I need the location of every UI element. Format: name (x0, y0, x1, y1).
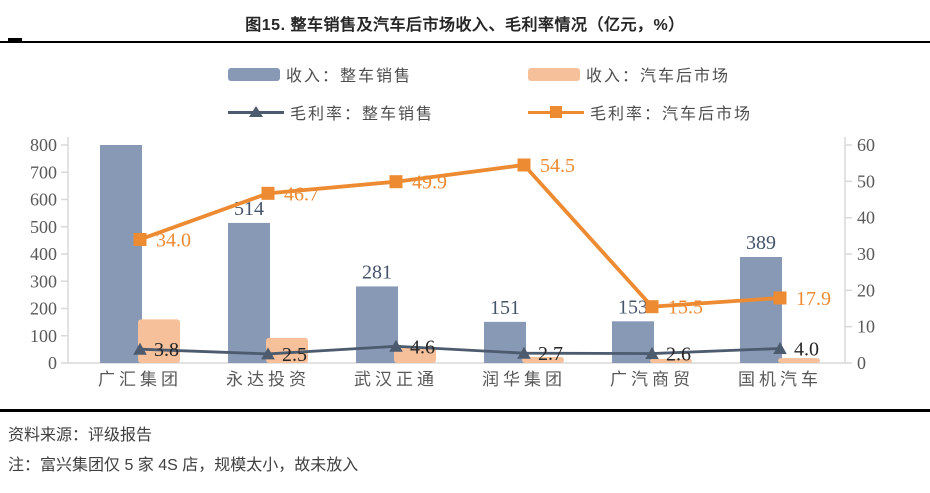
left-axis-tick-label: 100 (30, 326, 57, 346)
triangle-marker-icon (389, 339, 403, 352)
title-rule-cap (8, 38, 22, 43)
line-value-label: 15.5 (668, 297, 703, 319)
category-label: 广汽商贸 (610, 370, 694, 389)
bar-value-label: 389 (746, 232, 776, 254)
figure-title: 图15. 整车销售及汽车后市场收入、毛利率情况（亿元，%） (245, 17, 685, 34)
right-axis-tick-label: 30 (857, 244, 875, 264)
left-axis-tick-label: 300 (30, 271, 57, 291)
bar-value-label: 281 (362, 261, 392, 283)
triangle-marker-icon (517, 346, 531, 359)
square-marker-icon (773, 291, 787, 305)
triangle-marker-icon (773, 341, 787, 354)
legend-swatch-line-square (528, 104, 584, 120)
left-axis-tick-label: 800 (30, 135, 57, 155)
line-value-label: 2.7 (538, 343, 563, 365)
legend-item-revenue-auto-sales: 收入：整车销售 (228, 62, 528, 86)
bar-revenue-auto-sales (228, 222, 270, 363)
triangle-marker-icon (133, 342, 147, 355)
line-value-label: 3.8 (154, 339, 179, 361)
legend-swatch-line-triangle (228, 104, 284, 120)
bar-value-label: 151 (490, 297, 520, 319)
source-note: 资料来源：评级报告 (8, 427, 153, 444)
title-rule (0, 41, 930, 43)
right-axis-tick-label: 40 (857, 208, 875, 228)
triangle-marker-icon (645, 347, 659, 360)
bar-value-label: 153 (618, 296, 648, 318)
margin-aftermarket-line (139, 162, 781, 309)
right-axis-tick-label: 0 (857, 353, 866, 373)
line-value-label: 4.6 (410, 336, 435, 358)
left-axis-tick-label: 400 (30, 244, 57, 264)
bar-revenue-auto-sales (100, 145, 142, 363)
square-marker-icon (261, 186, 275, 200)
line-value-label: 2.5 (282, 344, 307, 366)
category-label: 广汇集团 (98, 370, 182, 389)
right-axis-tick-label: 50 (857, 171, 875, 191)
footer-rule (0, 409, 930, 412)
legend-label: 毛利率：汽车后市场 (590, 106, 753, 123)
right-axis-tick-label: 60 (857, 135, 875, 155)
bar-revenue-aftermarket (394, 347, 436, 363)
margin-auto-sales-line (139, 344, 781, 356)
left-axis-tick-label: 500 (30, 217, 57, 237)
bar-revenue-auto-sales (740, 256, 782, 363)
category-label: 润华集团 (482, 370, 566, 389)
left-axis-tick-label: 0 (48, 353, 57, 373)
bar-revenue-aftermarket (778, 358, 820, 363)
category-label: 武汉正通 (354, 370, 438, 389)
line-value-label: 46.7 (284, 183, 319, 205)
legend-label: 收入：整车销售 (286, 68, 413, 85)
line-value-label: 17.9 (796, 288, 831, 310)
line-value-label: 54.5 (540, 155, 575, 177)
left-axis-tick-label: 200 (30, 299, 57, 319)
combo-chart: 0100200300400500600700800010203040506051… (30, 135, 875, 389)
line-value-label: 34.0 (156, 229, 191, 251)
category-label: 国机汽车 (738, 370, 822, 389)
square-marker-icon (517, 158, 531, 172)
legend-item-revenue-aftermarket: 收入：汽车后市场 (528, 62, 752, 86)
square-marker-icon (133, 232, 147, 246)
legend-swatch-bar-orange (528, 67, 580, 81)
bar-revenue-aftermarket (650, 358, 692, 363)
line-value-label: 4.0 (794, 338, 819, 360)
legend-label: 收入：汽车后市场 (586, 68, 731, 85)
square-marker-icon (550, 106, 562, 118)
triangle-marker-icon (261, 347, 275, 360)
category-label: 永达投资 (226, 370, 310, 389)
right-axis-tick-label: 20 (857, 280, 875, 300)
legend-item-margin-auto-sales: 毛利率：整车销售 (228, 100, 528, 124)
line-value-label: 2.6 (666, 344, 691, 366)
line-value-label: 49.9 (412, 172, 447, 194)
square-marker-icon (645, 300, 659, 314)
bar-revenue-aftermarket (266, 337, 308, 363)
chart-legend: 收入：整车销售 收入：汽车后市场 毛利率：整车销售 毛利率：汽车后市场 (228, 62, 752, 124)
bar-revenue-aftermarket (522, 357, 564, 363)
triangle-marker-icon (249, 106, 263, 117)
square-marker-icon (389, 175, 403, 189)
bar-revenue-aftermarket (138, 319, 180, 363)
legend-label: 毛利率：整车销售 (290, 106, 435, 123)
footnote: 注：富兴集团仅 5 家 4S 店，规模太小，故未放入 (8, 457, 359, 474)
right-axis-tick-label: 10 (857, 317, 875, 337)
legend-item-margin-aftermarket: 毛利率：汽车后市场 (528, 100, 752, 124)
legend-swatch-bar-blue (228, 67, 280, 81)
left-axis-tick-label: 700 (30, 162, 57, 182)
left-axis-tick-label: 600 (30, 190, 57, 210)
